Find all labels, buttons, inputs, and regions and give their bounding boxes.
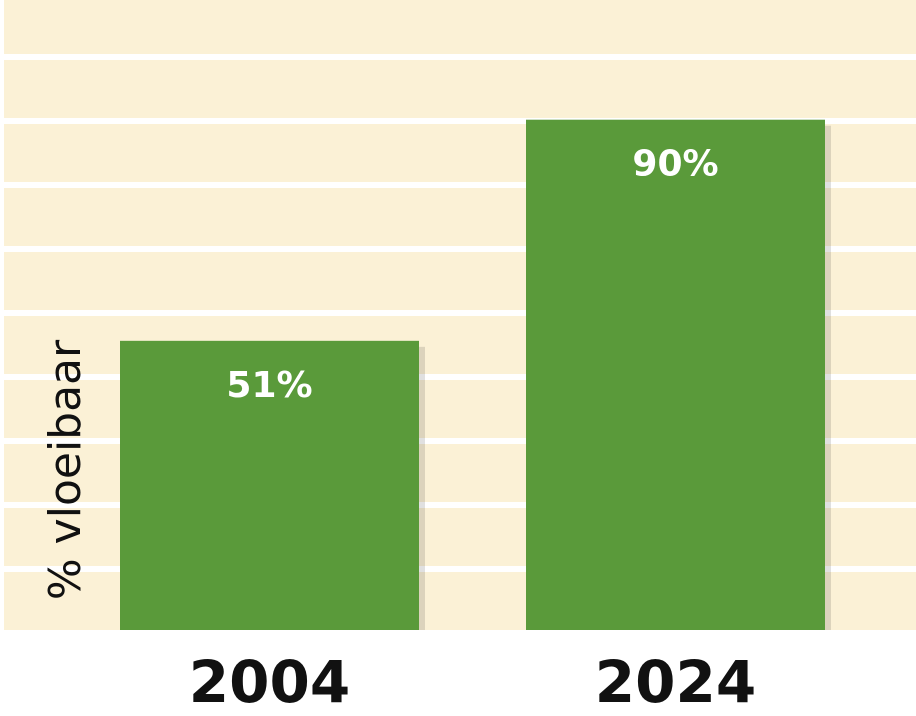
grid-line xyxy=(4,54,916,60)
grid-line xyxy=(4,310,916,316)
bar-2004 xyxy=(120,340,419,630)
data-labels: 51% 90% xyxy=(226,144,718,406)
grid-line xyxy=(4,438,916,444)
bar-2024 xyxy=(526,119,825,630)
grid-line xyxy=(4,182,916,188)
grid-line xyxy=(4,246,916,252)
grid-lines xyxy=(4,54,916,572)
bars xyxy=(120,119,831,630)
category-labels: 2004 2024 xyxy=(189,648,756,716)
category-label-2004: 2004 xyxy=(189,648,350,716)
grid-line xyxy=(4,502,916,508)
y-axis-label: % vloeibaar xyxy=(40,339,91,600)
category-label-2024: 2024 xyxy=(595,648,756,716)
data-label-2024: 90% xyxy=(632,144,718,185)
grid-line xyxy=(4,118,916,124)
grid-line xyxy=(4,374,916,380)
grid-line xyxy=(4,566,916,572)
data-label-2004: 51% xyxy=(226,365,312,406)
